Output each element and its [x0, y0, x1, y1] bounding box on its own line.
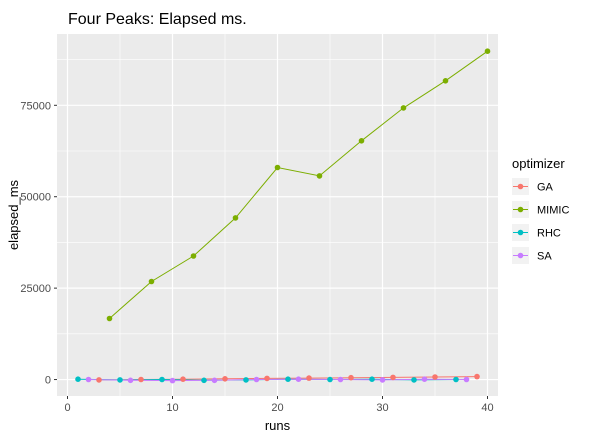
data-point-sa [296, 376, 302, 382]
data-point-mimic [191, 253, 197, 259]
legend-key-point [518, 253, 524, 259]
y-tick-label: 50000 [20, 192, 51, 204]
data-point-sa [380, 377, 386, 383]
data-point-ga [306, 375, 312, 381]
data-point-rhc [75, 376, 81, 382]
y-tick-label: 25000 [20, 283, 51, 295]
data-point-rhc [285, 376, 291, 382]
y-tick-label: 0 [45, 375, 51, 387]
data-point-rhc [117, 377, 123, 383]
x-tick-label: 40 [481, 402, 493, 414]
data-point-mimic [233, 215, 239, 221]
data-point-ga [264, 376, 270, 382]
data-point-sa [170, 378, 176, 384]
data-point-mimic [149, 279, 155, 285]
chart-title: Four Peaks: Elapsed ms. [68, 11, 247, 28]
x-tick-label: 0 [64, 402, 70, 414]
legend-key-point [518, 230, 524, 236]
data-point-rhc [327, 377, 333, 383]
legend-label: MIMIC [537, 205, 569, 217]
data-point-sa [128, 378, 134, 384]
data-point-ga [390, 375, 396, 381]
data-point-ga [474, 374, 480, 380]
data-point-rhc [411, 377, 417, 383]
data-point-mimic [275, 165, 281, 171]
data-point-ga [348, 375, 354, 381]
data-point-rhc [201, 378, 207, 384]
data-point-mimic [317, 173, 323, 179]
data-point-mimic [107, 316, 113, 322]
data-point-ga [432, 374, 438, 380]
x-axis-title: runs [265, 418, 291, 433]
x-tick-label: 20 [271, 402, 283, 414]
data-point-rhc [159, 377, 165, 383]
x-tick-label: 10 [166, 402, 178, 414]
legend-title: optimizer [512, 156, 565, 171]
data-point-mimic [485, 48, 491, 54]
data-point-sa [422, 376, 428, 382]
legend-label: SA [537, 251, 552, 263]
data-point-ga [96, 377, 102, 383]
x-tick-label: 30 [376, 402, 388, 414]
data-point-sa [212, 378, 218, 384]
data-point-rhc [369, 376, 375, 382]
legend-label: GA [537, 182, 554, 194]
data-point-sa [464, 377, 470, 383]
y-axis-title: elapsed_ms [6, 179, 21, 250]
data-point-mimic [359, 138, 365, 144]
data-point-ga [138, 377, 144, 383]
data-point-ga [222, 376, 228, 382]
data-point-sa [254, 377, 260, 383]
data-point-ga [180, 376, 186, 382]
y-tick-label: 75000 [20, 100, 51, 112]
legend-key-point [518, 184, 524, 190]
data-point-rhc [243, 377, 249, 383]
data-point-mimic [443, 78, 449, 84]
legend-label: RHC [537, 228, 561, 240]
data-point-rhc [453, 377, 459, 383]
data-point-mimic [401, 105, 407, 111]
data-point-sa [338, 377, 344, 383]
legend-key-point [518, 207, 524, 213]
data-point-sa [86, 377, 92, 383]
